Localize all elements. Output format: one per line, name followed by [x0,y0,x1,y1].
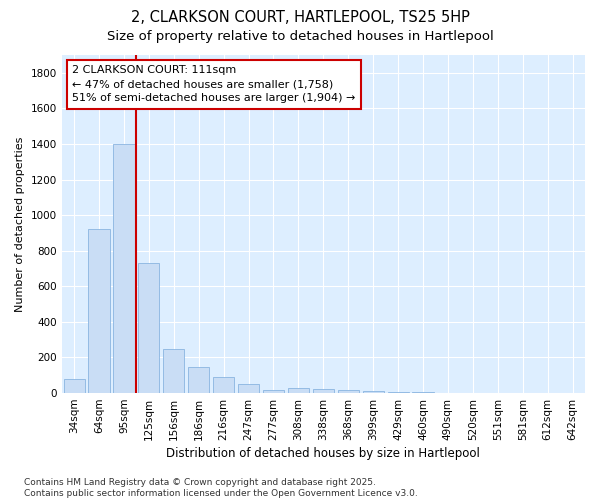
Bar [113,144,134,393]
Bar [437,392,458,393]
Bar [263,390,284,393]
Text: Contains HM Land Registry data © Crown copyright and database right 2025.
Contai: Contains HM Land Registry data © Crown c… [24,478,418,498]
Bar [412,392,434,393]
Bar [138,263,160,393]
Bar [163,350,184,393]
Bar [238,384,259,393]
Text: 2 CLARKSON COURT: 111sqm
← 47% of detached houses are smaller (1,758)
51% of sem: 2 CLARKSON COURT: 111sqm ← 47% of detach… [72,65,356,103]
Bar [88,230,110,393]
Bar [313,388,334,393]
Bar [388,392,409,393]
Bar [213,378,234,393]
Y-axis label: Number of detached properties: Number of detached properties [15,136,25,312]
Bar [338,390,359,393]
Bar [188,366,209,393]
Bar [288,388,309,393]
Text: 2, CLARKSON COURT, HARTLEPOOL, TS25 5HP: 2, CLARKSON COURT, HARTLEPOOL, TS25 5HP [131,10,469,25]
X-axis label: Distribution of detached houses by size in Hartlepool: Distribution of detached houses by size … [166,447,480,460]
Text: Size of property relative to detached houses in Hartlepool: Size of property relative to detached ho… [107,30,493,43]
Bar [64,379,85,393]
Bar [362,392,384,393]
